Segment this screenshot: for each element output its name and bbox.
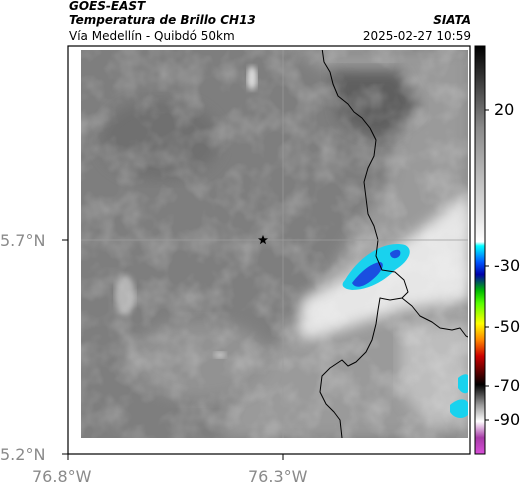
colorbar-tick-minus30: -30 [494, 256, 521, 275]
graticule [81, 50, 468, 438]
colorbar-tick-minus90: -90 [494, 410, 521, 429]
timestamp-label: 2025-02-27 10:59 [362, 29, 471, 43]
colorbar [474, 45, 489, 455]
colorbar-tick-minus70: -70 [494, 376, 521, 395]
product-title: Temperatura de Brillo CH13 [69, 13, 256, 27]
brand-label: SIATA [433, 13, 471, 27]
country-borders [319, 50, 468, 438]
satellite-name: GOES-EAST [69, 0, 146, 13]
star-icon [258, 235, 268, 245]
lon-label-right: 76.3°W [248, 467, 308, 486]
satellite-image [81, 50, 468, 438]
lat-label-top: 5.7°N [0, 231, 46, 250]
colorbar-tick-20: 20 [494, 100, 515, 119]
colorbar-tick-minus50: -50 [494, 317, 521, 336]
lon-label-left: 76.8°W [32, 467, 92, 486]
lat-label-bottom: 5.2°N [0, 445, 46, 464]
region-label: Vía Medellín - Quibdó 50km [69, 29, 235, 43]
cold-cloud-cluster [342, 244, 468, 418]
